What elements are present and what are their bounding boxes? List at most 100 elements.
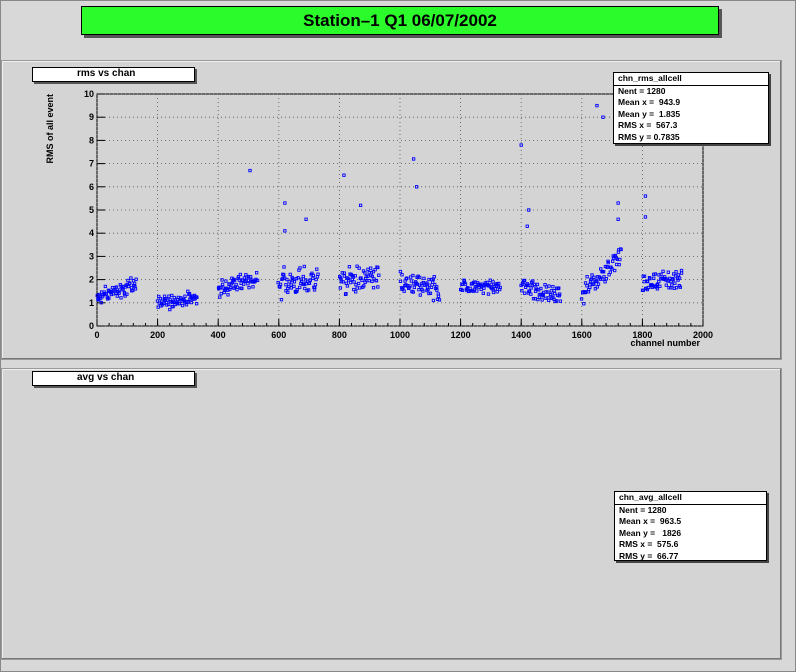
data-point xyxy=(579,297,584,301)
data-point xyxy=(592,275,596,279)
data-point xyxy=(279,298,284,302)
data-point xyxy=(400,273,404,277)
data-point xyxy=(648,276,652,281)
data-point xyxy=(428,291,433,295)
y-tick-label: 4 xyxy=(89,228,94,238)
x-tick-label: 0 xyxy=(94,330,99,340)
data-point xyxy=(195,295,199,300)
data-point xyxy=(582,302,586,306)
data-point xyxy=(408,284,412,288)
data-point xyxy=(219,291,223,296)
data-point xyxy=(347,278,351,282)
data-point xyxy=(541,294,545,298)
data-point xyxy=(425,281,429,285)
data-point xyxy=(126,284,131,289)
x-tick-label: 2000 xyxy=(693,330,713,340)
data-point xyxy=(411,157,416,161)
data-point xyxy=(673,274,678,278)
data-point xyxy=(664,283,669,287)
data-point xyxy=(520,289,524,293)
data-point xyxy=(426,287,430,291)
data-point xyxy=(255,278,260,283)
data-point xyxy=(282,273,286,277)
x-tick-label: 1600 xyxy=(572,330,592,340)
y-tick-label: 8 xyxy=(89,135,94,145)
data-point xyxy=(435,285,439,289)
data-point xyxy=(553,291,557,296)
data-point xyxy=(278,282,283,287)
data-point xyxy=(641,288,645,292)
data-point xyxy=(342,271,346,275)
data-point xyxy=(519,143,523,147)
data-point xyxy=(491,290,496,295)
data-point xyxy=(428,283,432,287)
avg-stats-row: RMS y = 66.77 xyxy=(619,550,679,561)
avg-stats-row: Mean x = 963.5 xyxy=(619,516,682,526)
data-point xyxy=(412,285,416,290)
data-point xyxy=(418,293,422,297)
y-tick-label: 7 xyxy=(89,159,94,169)
data-point xyxy=(376,285,380,289)
data-point xyxy=(405,276,409,280)
data-point xyxy=(427,277,431,282)
data-point xyxy=(617,262,621,267)
y-axis-label: RMS of all event xyxy=(45,94,55,164)
data-point xyxy=(98,296,103,301)
data-point xyxy=(114,285,119,289)
data-point xyxy=(128,281,132,285)
data-point xyxy=(646,285,651,290)
y-tick-label: 9 xyxy=(89,112,94,122)
data-point xyxy=(255,271,259,275)
data-point xyxy=(606,260,610,265)
data-point xyxy=(129,276,133,280)
x-tick-label: 1200 xyxy=(451,330,471,340)
data-point xyxy=(547,298,551,303)
data-point xyxy=(535,282,540,287)
data-point xyxy=(104,292,108,296)
x-tick-label: 1400 xyxy=(511,330,531,340)
data-point xyxy=(497,281,501,286)
data-point xyxy=(547,284,551,288)
data-point xyxy=(217,285,221,289)
data-point xyxy=(370,274,374,279)
data-point xyxy=(176,301,180,306)
data-point xyxy=(157,301,162,305)
data-point xyxy=(347,265,352,269)
data-point xyxy=(398,269,403,274)
data-point xyxy=(103,284,108,289)
data-point xyxy=(475,289,479,293)
data-point xyxy=(532,282,536,287)
data-point xyxy=(126,278,130,283)
data-point xyxy=(608,270,612,274)
data-point xyxy=(236,275,241,279)
data-point xyxy=(229,285,233,290)
data-point xyxy=(168,307,172,312)
data-point xyxy=(171,304,175,309)
avg-stats-box[interactable]: chn_avg_allcell Nent = 1280 Mean x = 963… xyxy=(614,491,767,561)
x-axis-label: channel number xyxy=(630,338,700,348)
data-point xyxy=(495,290,499,294)
data-point xyxy=(194,302,199,306)
data-point xyxy=(119,296,123,300)
data-point xyxy=(583,290,587,295)
data-point xyxy=(162,301,166,305)
data-point xyxy=(352,287,356,292)
data-point xyxy=(366,274,370,278)
rms-stats-name: chn_rms_allcell xyxy=(614,73,768,86)
rms-stats-row: RMS x = 567.3 xyxy=(618,120,678,130)
data-point xyxy=(529,292,533,296)
data-point xyxy=(653,272,657,276)
y-tick-label: 10 xyxy=(84,89,94,99)
data-point xyxy=(674,270,678,274)
data-point xyxy=(643,215,648,219)
data-point xyxy=(342,274,346,278)
rms-stats-box[interactable]: chn_rms_allcell Nent = 1280 Mean x = 943… xyxy=(613,72,769,144)
data-point xyxy=(493,287,498,291)
data-point xyxy=(411,273,415,278)
data-point xyxy=(311,276,315,281)
data-point xyxy=(371,270,375,274)
rms-stats-row: Mean x = 943.9 xyxy=(618,97,681,107)
data-point xyxy=(411,290,415,294)
data-point xyxy=(670,283,674,287)
data-point xyxy=(409,279,414,283)
